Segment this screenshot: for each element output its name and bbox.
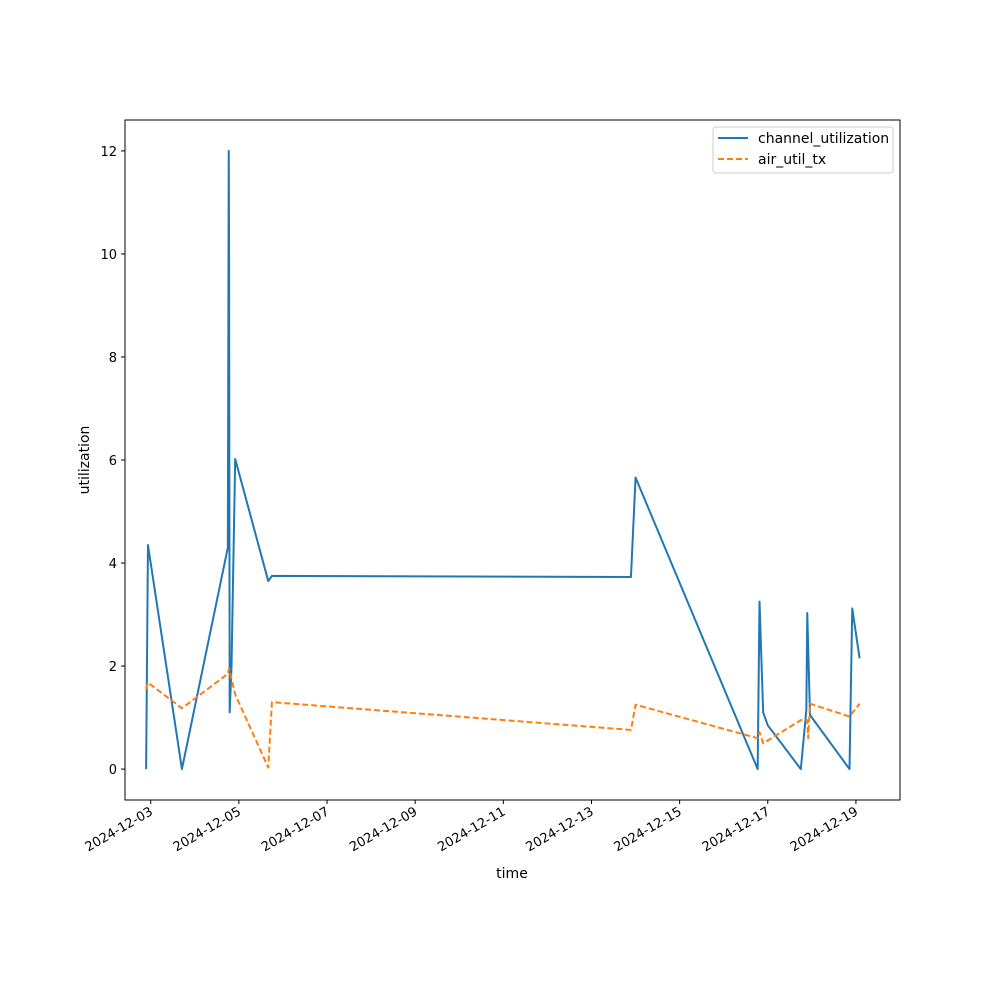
legend-label-channel-utilization: channel_utilization [758, 131, 889, 147]
y-tick-label: 2 [109, 660, 117, 675]
y-tick-label: 10 [100, 248, 117, 263]
legend-frame [712, 126, 894, 174]
plot-area [145, 149, 861, 771]
series-line-channel-utilization [145, 149, 861, 771]
y-tick-label: 12 [100, 145, 117, 160]
y-axis-title: utilization [77, 426, 93, 495]
legend-label-air-util-tx: air_util_tx [758, 152, 826, 168]
y-tick-label: 0 [109, 763, 117, 778]
y-tick-label: 4 [109, 557, 117, 572]
x-axis-title: time [496, 866, 528, 882]
legend: channel_utilization air_util_tx [712, 126, 894, 174]
series-line-air-util-tx [145, 667, 861, 769]
y-axis-ticks: 0 2 4 6 8 10 12 [100, 145, 125, 778]
y-tick-label: 6 [109, 454, 117, 469]
y-tick-label: 8 [109, 351, 117, 366]
